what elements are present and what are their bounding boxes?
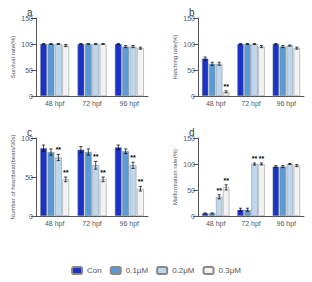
- svg-text:150: 150: [21, 14, 33, 22]
- svg-text:a: a: [27, 7, 33, 18]
- svg-text:0: 0: [29, 213, 33, 220]
- svg-text:48 hpf: 48 hpf: [206, 220, 226, 228]
- svg-text:72 hpf: 72 hpf: [241, 220, 261, 228]
- svg-text:0.2μM: 0.2μM: [172, 266, 195, 275]
- svg-text:0: 0: [191, 93, 195, 100]
- svg-text:96 hpf: 96 hpf: [120, 100, 140, 108]
- svg-text:Con: Con: [87, 266, 102, 275]
- svg-text:**: **: [130, 154, 136, 161]
- svg-text:72 hpf: 72 hpf: [82, 100, 102, 108]
- svg-text:0.1μM: 0.1μM: [126, 266, 149, 275]
- svg-text:b: b: [189, 7, 195, 18]
- svg-text:50: 50: [25, 174, 33, 181]
- svg-text:Hatching rate(%): Hatching rate(%): [172, 34, 178, 79]
- svg-text:Number of heartbeat(beats/30s): Number of heartbeat(beats/30s): [10, 134, 16, 219]
- svg-text:0: 0: [191, 213, 195, 220]
- svg-text:50: 50: [187, 187, 195, 194]
- svg-text:0: 0: [29, 93, 33, 100]
- svg-text:Malformation rate(%): Malformation rate(%): [172, 149, 178, 205]
- svg-text:100: 100: [21, 41, 33, 48]
- svg-text:100: 100: [183, 41, 195, 48]
- svg-text:96 hpf: 96 hpf: [277, 220, 297, 228]
- svg-text:**: **: [223, 177, 229, 184]
- svg-text:150: 150: [183, 134, 195, 142]
- svg-text:72 hpf: 72 hpf: [241, 100, 261, 108]
- svg-text:48 hpf: 48 hpf: [45, 100, 65, 108]
- svg-text:150: 150: [183, 14, 195, 22]
- svg-text:96 hpf: 96 hpf: [277, 100, 297, 108]
- svg-text:**: **: [63, 169, 69, 176]
- svg-text:50: 50: [25, 67, 33, 74]
- svg-text:100: 100: [21, 134, 33, 142]
- svg-text:**: **: [93, 153, 99, 160]
- svg-text:Survival rate(%): Survival rate(%): [10, 36, 16, 79]
- svg-text:96 hpf: 96 hpf: [120, 220, 140, 228]
- svg-text:100: 100: [183, 161, 195, 168]
- svg-text:72 hpf: 72 hpf: [82, 220, 102, 228]
- svg-text:48 hpf: 48 hpf: [45, 220, 65, 228]
- svg-text:0.3μM: 0.3μM: [219, 266, 242, 275]
- svg-text:**: **: [138, 178, 144, 185]
- svg-text:50: 50: [187, 67, 195, 74]
- svg-text:**: **: [223, 83, 229, 90]
- svg-text:48 hpf: 48 hpf: [206, 100, 226, 108]
- svg-text:**: **: [216, 187, 222, 194]
- svg-text:**: **: [56, 146, 62, 153]
- svg-text:**: **: [259, 155, 265, 162]
- svg-text:**: **: [100, 169, 106, 176]
- svg-text:c: c: [27, 127, 32, 138]
- svg-text:d: d: [189, 127, 195, 138]
- svg-text:**: **: [252, 155, 258, 162]
